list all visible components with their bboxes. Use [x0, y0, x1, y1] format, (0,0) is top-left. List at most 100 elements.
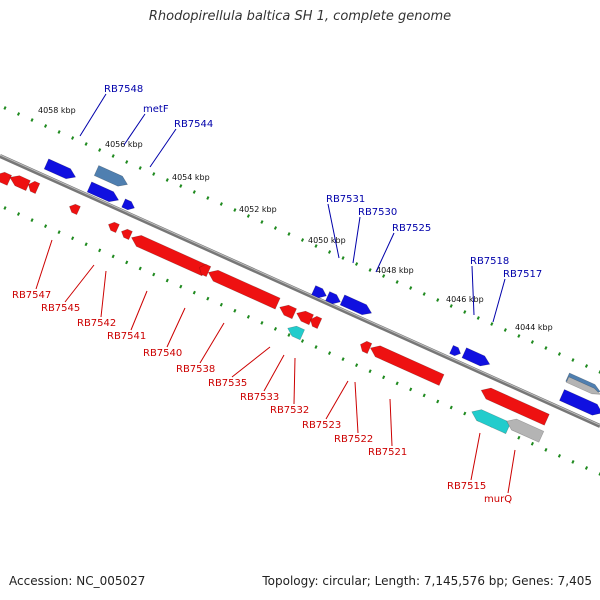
reverse-gene-label[interactable]: RB7542	[77, 318, 116, 329]
reverse-gene-label[interactable]: RB7541	[107, 331, 146, 342]
inner-tick-dot	[192, 290, 196, 295]
forward-label-leader	[123, 113, 146, 146]
outer-tick-dot	[84, 142, 88, 146]
gene-forward[interactable]	[325, 291, 343, 307]
gene-reverse[interactable]	[68, 202, 81, 216]
gene-reverse[interactable]	[358, 339, 373, 354]
gene-rna[interactable]	[469, 406, 512, 435]
gene-forward[interactable]	[449, 344, 463, 357]
reverse-gene-label[interactable]: RB7547	[12, 290, 51, 301]
outer-tick-dot	[571, 358, 575, 362]
gene-reverse[interactable]	[294, 308, 314, 326]
inner-tick-dot	[530, 441, 534, 446]
forward-gene-label[interactable]: RB7548	[104, 84, 143, 95]
forward-gene-label[interactable]: metF	[143, 104, 169, 115]
inner-tick-dot	[273, 327, 278, 331]
gene-forward[interactable]	[565, 376, 600, 397]
reverse-label-leader	[263, 354, 285, 392]
outer-tick-dot	[355, 262, 359, 266]
forward-label-leader	[471, 265, 475, 316]
reverse-label-leader	[130, 290, 148, 331]
reverse-gene-label[interactable]: RB7535	[208, 378, 247, 389]
reverse-label-leader	[354, 381, 359, 434]
gene-reverse[interactable]	[206, 267, 281, 310]
gene-forward[interactable]	[86, 181, 121, 205]
outer-tick-dot	[382, 274, 386, 278]
gene-reverse[interactable]	[8, 172, 31, 192]
forward-gene-label[interactable]: RB7518	[470, 256, 509, 267]
outer-tick-dot	[341, 256, 345, 260]
inner-tick-dot	[57, 230, 61, 235]
gene-forward[interactable]	[461, 347, 492, 370]
reverse-gene-label[interactable]: RB7523	[302, 420, 341, 431]
outer-tick-dot	[30, 118, 34, 122]
gene-forward[interactable]	[311, 285, 329, 301]
outer-tick-dot	[206, 196, 210, 200]
gene-forward[interactable]	[339, 294, 374, 318]
outer-tick-dot	[3, 106, 7, 110]
outer-tick-dot	[111, 154, 115, 158]
inner-tick-dot	[584, 466, 589, 470]
reverse-gene-label[interactable]: RB7540	[143, 348, 182, 359]
gene-reverse[interactable]	[120, 227, 133, 241]
outer-tick-dot	[152, 172, 156, 176]
gene-reverse-murq[interactable]	[504, 416, 545, 443]
outer-tick-dot	[327, 250, 332, 254]
scale-tick-label: 4054 kbp	[172, 173, 210, 182]
forward-gene-label[interactable]: RB7530	[358, 207, 397, 218]
reverse-gene-label[interactable]: RB7522	[334, 434, 373, 445]
outer-tick-dot	[598, 370, 600, 374]
gene-reverse[interactable]	[308, 314, 323, 329]
reverse-gene-label[interactable]: RB7538	[176, 364, 215, 375]
inner-tick-dot	[422, 393, 426, 398]
gene-reverse[interactable]	[277, 302, 297, 320]
outer-tick-dot	[233, 208, 237, 212]
outer-tick-dot	[138, 166, 142, 170]
forward-gene-label[interactable]: RB7525	[392, 223, 431, 234]
outer-tick-dot	[246, 214, 250, 218]
reverse-label-leader	[199, 322, 225, 364]
inner-tick-dot	[138, 266, 142, 271]
gene-forward[interactable]	[43, 158, 78, 182]
outer-tick-dot	[463, 310, 467, 314]
gene-reverse[interactable]	[129, 232, 208, 277]
gene-rna[interactable]	[285, 323, 305, 341]
scale-tick-label: 4048 kbp	[376, 266, 414, 275]
forward-gene-label[interactable]: RB7517	[503, 269, 542, 280]
reverse-gene-label[interactable]: RB7545	[41, 303, 80, 314]
outer-tick-dot	[409, 286, 413, 290]
gene-reverse[interactable]	[0, 170, 13, 186]
outer-tick-dot	[503, 328, 507, 332]
reverse-gene-label[interactable]: RB7533	[240, 392, 279, 403]
gene-forward[interactable]	[559, 389, 600, 419]
inner-tick-dot	[382, 375, 386, 380]
forward-label-leader	[492, 278, 506, 323]
gene-reverse[interactable]	[479, 385, 550, 426]
reverse-gene-label[interactable]: RB7532	[270, 405, 309, 416]
gene-reverse[interactable]	[197, 262, 212, 277]
reverse-gene-label[interactable]: murQ	[484, 494, 512, 505]
outer-tick-dot	[219, 202, 223, 206]
gene-forward[interactable]	[121, 198, 137, 212]
forward-gene-label[interactable]: RB7544	[174, 119, 213, 130]
reverse-label-leader	[64, 264, 95, 303]
outer-tick-dot	[530, 340, 534, 344]
genome-summary-text: Topology: circular; Length: 7,145,576 bp…	[262, 574, 592, 588]
forward-gene-label[interactable]: RB7531	[326, 194, 365, 205]
forward-label-leader	[79, 93, 107, 137]
forward-label-leader	[375, 232, 395, 273]
gene-reverse[interactable]	[107, 220, 120, 234]
gene-reverse[interactable]	[26, 179, 41, 194]
inner-tick-dot	[327, 351, 332, 355]
reverse-label-leader	[231, 346, 271, 378]
gene-reverse[interactable]	[368, 343, 445, 386]
gene-forward-metf[interactable]	[93, 165, 130, 190]
outer-tick-dot	[192, 190, 196, 194]
reverse-gene-label[interactable]: RB7515	[447, 481, 486, 492]
inner-tick-dot	[395, 381, 399, 386]
scale-tick-label: 4052 kbp	[239, 205, 277, 214]
reverse-gene-label[interactable]: RB7521	[368, 447, 407, 458]
inner-tick-dot	[219, 302, 223, 307]
outer-tick-dot	[395, 280, 399, 284]
